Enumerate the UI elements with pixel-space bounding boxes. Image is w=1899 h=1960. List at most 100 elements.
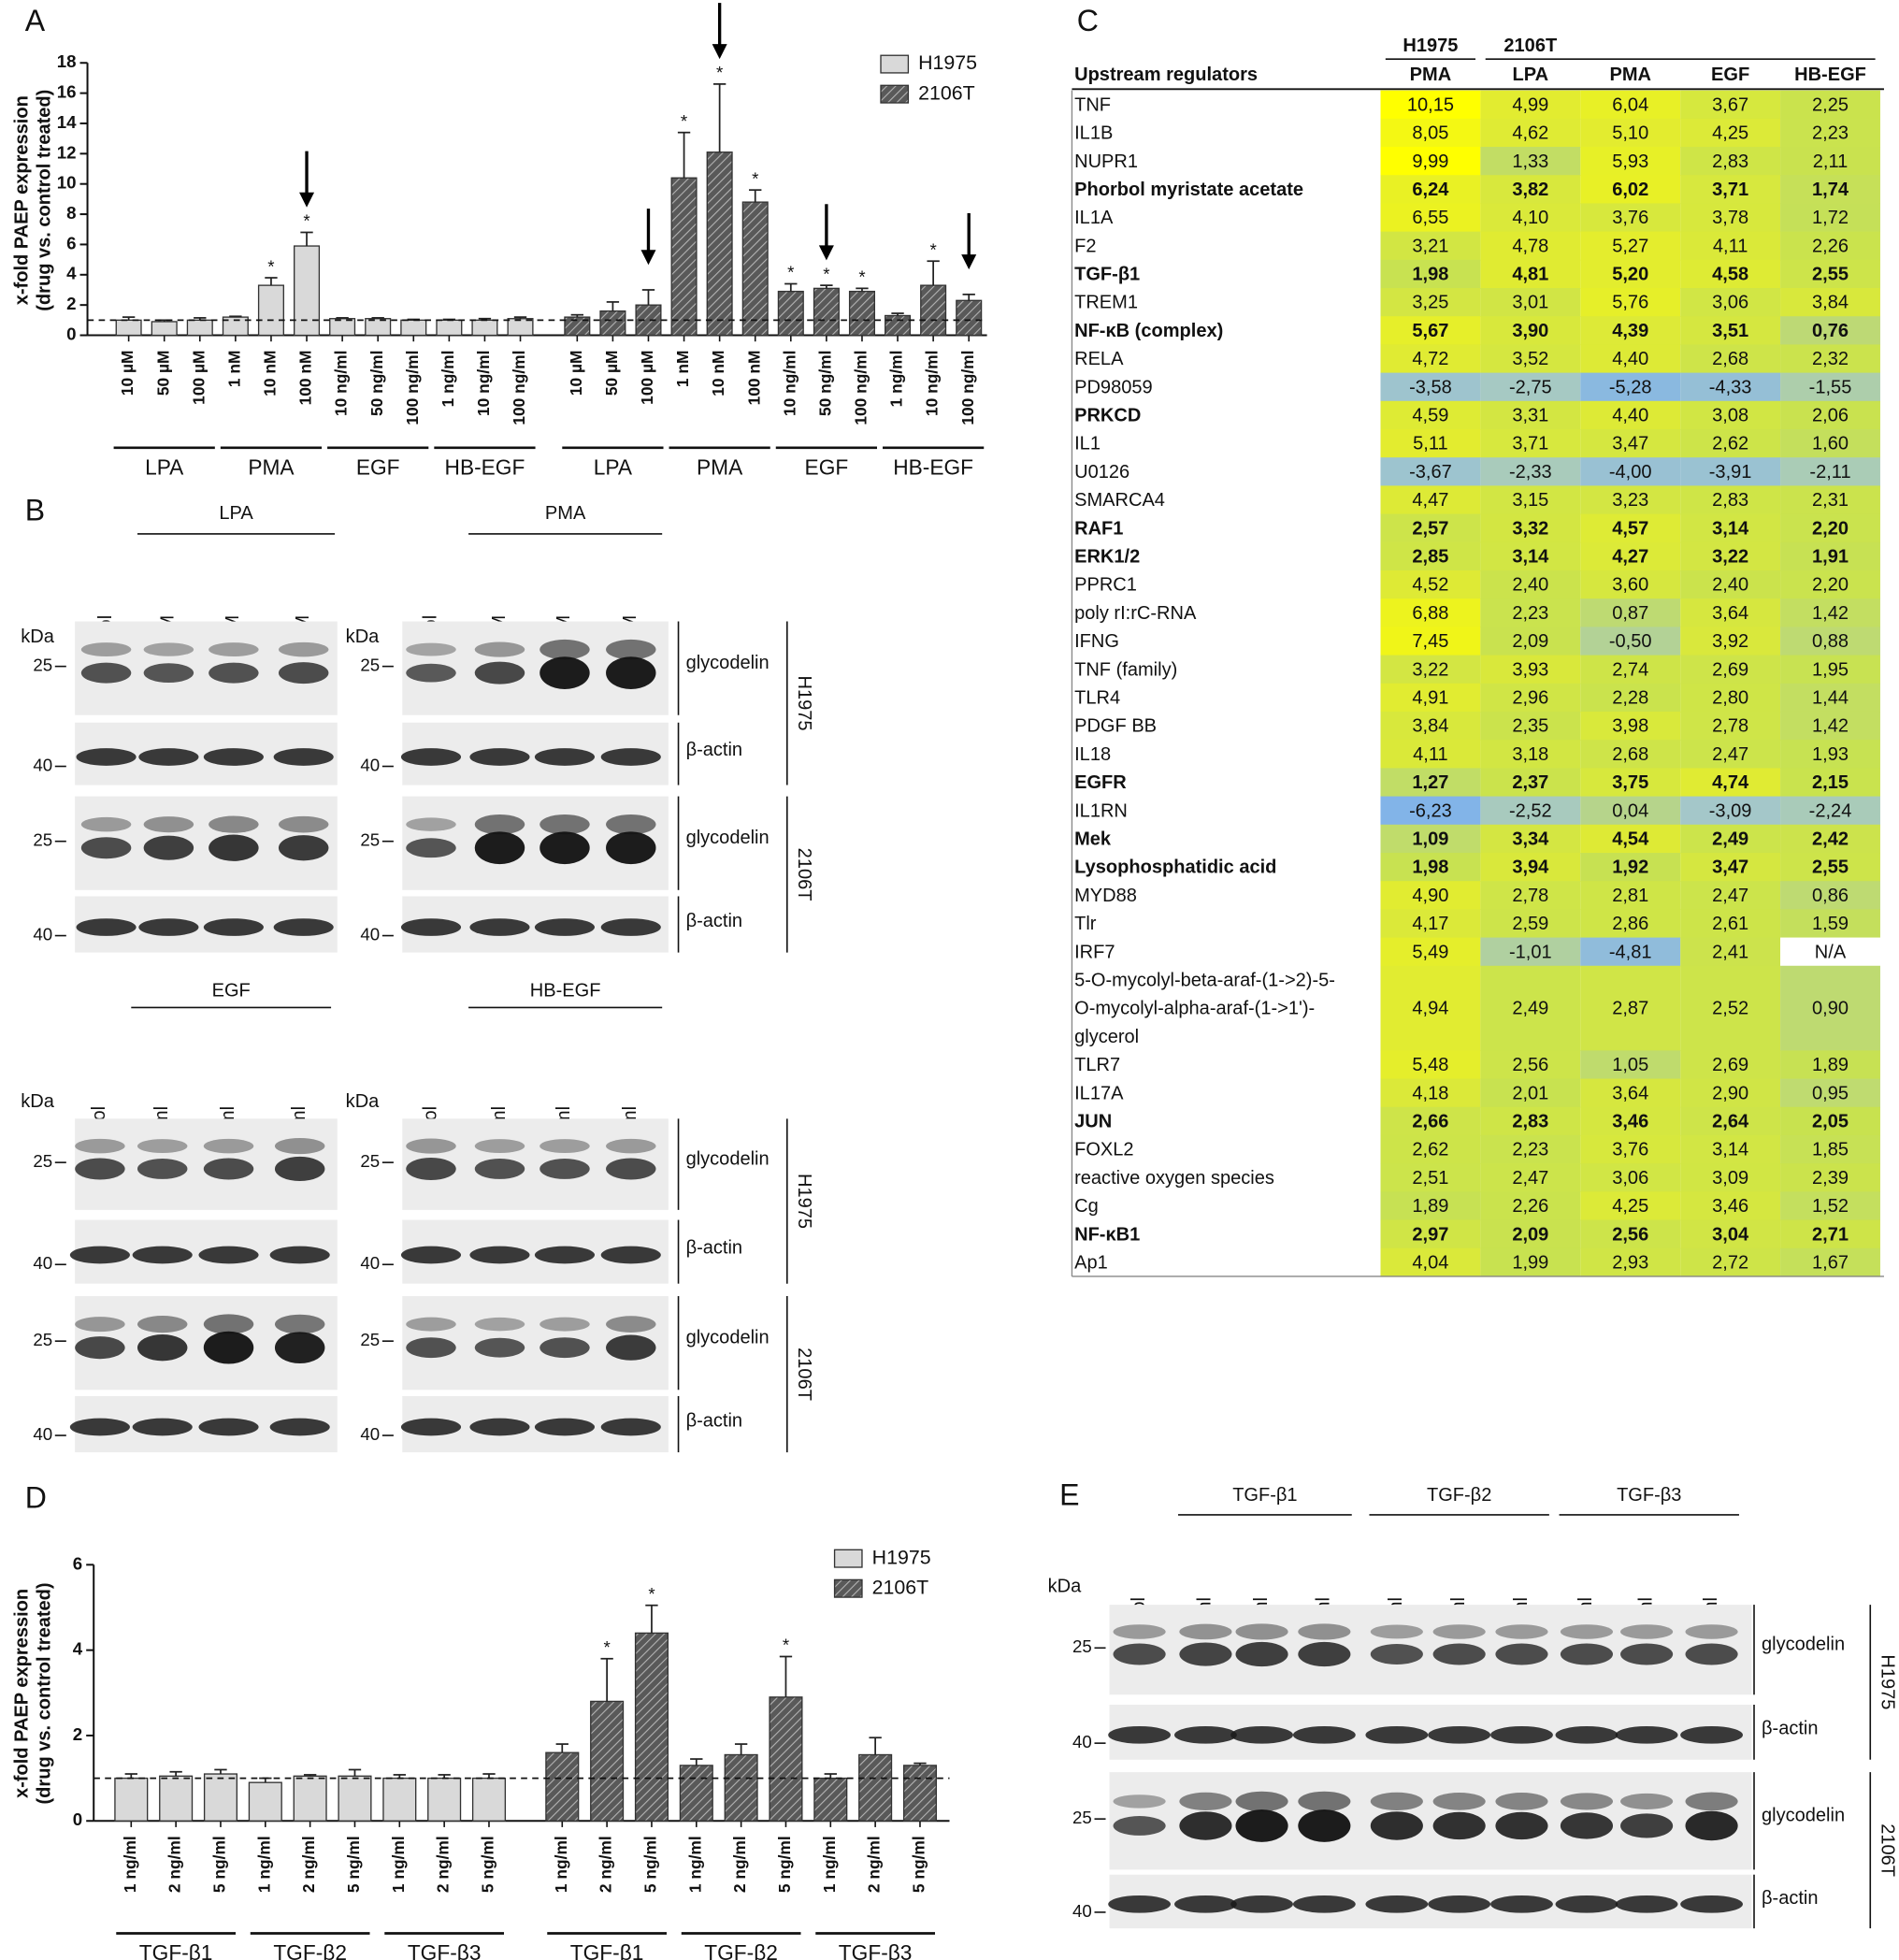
- band: [203, 748, 264, 766]
- table-cell: [1780, 627, 1880, 656]
- row-name: PDGF BB: [1074, 716, 1157, 737]
- table-cell: [1780, 768, 1880, 798]
- table-value: 2,32: [1812, 349, 1849, 369]
- table-value: -4,00: [1609, 462, 1652, 483]
- table-cell: [1380, 372, 1481, 402]
- table-cell: [1780, 598, 1880, 628]
- table-value: 5,49: [1412, 942, 1448, 962]
- table-value: 3,09: [1712, 1168, 1748, 1189]
- table-value: 1,60: [1812, 434, 1849, 454]
- row-name: Lysophosphatidic acid: [1074, 858, 1276, 878]
- band: [539, 639, 590, 660]
- band: [406, 642, 456, 656]
- table-cell: [1480, 1191, 1581, 1221]
- table-cell: [1480, 1163, 1581, 1193]
- table-value: 4,57: [1612, 518, 1648, 539]
- error-bar: [690, 1758, 703, 1765]
- table-cell: [1580, 147, 1681, 176]
- table-cell: [1680, 118, 1781, 148]
- row-name: IL1: [1074, 434, 1101, 454]
- error-bar: [371, 317, 384, 319]
- table-cell: [1380, 147, 1481, 176]
- band: [1370, 1792, 1423, 1811]
- table-cell: [1680, 485, 1781, 515]
- significance-star: *: [783, 1636, 789, 1655]
- table-value: 3,84: [1412, 716, 1448, 737]
- band: [1428, 1895, 1491, 1913]
- table-cell: [1380, 1219, 1481, 1249]
- table-cell: [1380, 1134, 1481, 1164]
- table-cell: [1480, 175, 1581, 205]
- band: [606, 1334, 656, 1361]
- band: [278, 662, 329, 685]
- table-value: 3,23: [1612, 490, 1648, 511]
- table-value: 0,90: [1812, 999, 1849, 1019]
- kda-label: kDa: [21, 627, 54, 647]
- protein-label: β-actin: [1762, 1888, 1819, 1909]
- table-cell: [1680, 1106, 1781, 1136]
- band: [75, 1158, 125, 1180]
- table-cell: [1580, 655, 1681, 685]
- band: [1113, 1643, 1166, 1665]
- table-cell: [1780, 485, 1880, 515]
- blot-image: [69, 1395, 338, 1453]
- mw-marker: 40: [360, 1253, 380, 1273]
- row-name: poly rI:rC-RNA: [1074, 603, 1197, 624]
- row-name: 5-O-mycolyl-beta-araf-(1->2)-5-: [1074, 970, 1335, 990]
- table-cell: [1580, 1163, 1681, 1193]
- bar: [741, 201, 769, 337]
- error-bar: [914, 1762, 927, 1765]
- band: [203, 1138, 254, 1154]
- table-cell: [1580, 627, 1681, 656]
- band: [1432, 1643, 1486, 1665]
- error-bar: [677, 131, 691, 179]
- error-bar: [303, 1774, 317, 1777]
- table-cell: [1380, 316, 1481, 346]
- legend-swatch: [833, 1549, 863, 1568]
- table-value: 4,10: [1512, 208, 1548, 228]
- band: [474, 661, 525, 685]
- table-cell: [1780, 881, 1880, 911]
- table-value: 2,83: [1712, 490, 1748, 511]
- table-value: 2,47: [1512, 1168, 1548, 1189]
- table-value: 1,98: [1412, 858, 1448, 878]
- band: [1685, 1792, 1738, 1811]
- bar: [257, 284, 284, 337]
- table-value: 4,58: [1712, 265, 1748, 285]
- error-bar: [784, 282, 798, 292]
- row-name: TLR4: [1074, 688, 1120, 709]
- table-value: 4,27: [1612, 547, 1648, 568]
- band: [1179, 1792, 1232, 1811]
- table-value: 6,55: [1412, 208, 1448, 228]
- cell-line-label: 2106T: [794, 1348, 814, 1401]
- band: [273, 748, 334, 766]
- table-cell: [1580, 1247, 1681, 1277]
- table-value: 2,83: [1512, 1111, 1548, 1131]
- error-bar: [645, 1604, 658, 1634]
- table-value: 2,51: [1412, 1168, 1448, 1189]
- table-cell: [1380, 796, 1481, 826]
- bar: [769, 1696, 803, 1822]
- band: [1620, 1793, 1674, 1809]
- bar: [427, 1777, 462, 1822]
- group-label: EGF: [805, 455, 849, 480]
- table-value: 1,42: [1812, 603, 1849, 624]
- error-bar: [513, 316, 527, 319]
- table-cell: [1680, 965, 1781, 1052]
- x-tick-label: 100 nM: [744, 351, 763, 406]
- y-axis-label: (drug vs. control treated): [34, 1582, 54, 1804]
- table-cell: [1580, 1134, 1681, 1164]
- panel-label: E: [1059, 1478, 1079, 1512]
- band: [469, 748, 530, 766]
- table-cell: [1680, 937, 1781, 967]
- band: [474, 1337, 525, 1358]
- table-value: 2,40: [1712, 575, 1748, 596]
- table-cell: [1580, 569, 1681, 599]
- table-cell: [1780, 231, 1880, 261]
- row-name: MYD88: [1074, 886, 1137, 906]
- x-tick-label: 1 ng/ml: [552, 1836, 570, 1893]
- x-tick-label: 10 ng/ml: [474, 351, 493, 416]
- blot-image: [75, 896, 338, 953]
- table-cell: [1380, 288, 1481, 317]
